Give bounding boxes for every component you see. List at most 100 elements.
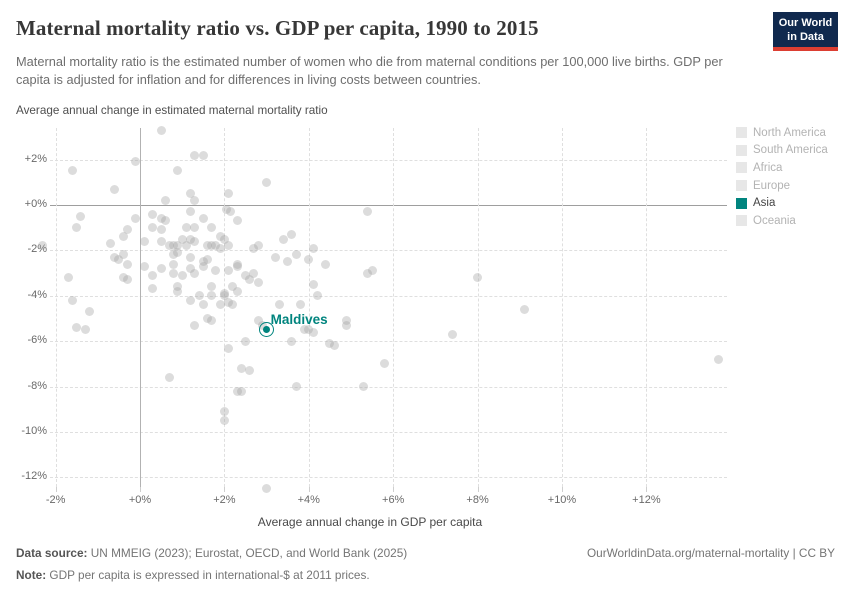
scatter-point[interactable] (232, 286, 242, 296)
scatter-point[interactable] (473, 273, 483, 283)
scatter-point[interactable] (190, 195, 200, 205)
scatter-point[interactable] (270, 252, 280, 262)
scatter-point[interactable] (291, 250, 301, 260)
scatter-point[interactable] (224, 241, 234, 251)
scatter-point[interactable] (190, 150, 200, 160)
scatter-point[interactable] (249, 268, 259, 278)
scatter-point[interactable] (148, 223, 158, 233)
legend-item-africa[interactable]: Africa (736, 159, 828, 177)
scatter-point[interactable] (186, 189, 196, 199)
scatter-point[interactable] (165, 241, 175, 251)
scatter-point[interactable] (207, 223, 217, 233)
scatter-point[interactable] (224, 343, 234, 353)
scatter-point[interactable] (325, 338, 335, 348)
scatter-point[interactable] (219, 234, 229, 244)
scatter-point[interactable] (300, 325, 310, 335)
scatter-point[interactable] (173, 248, 183, 258)
scatter-point[interactable] (249, 243, 259, 253)
scatter-point[interactable] (253, 316, 263, 326)
scatter-point[interactable] (304, 325, 314, 335)
scatter-point[interactable] (329, 341, 339, 351)
scatter-point[interactable] (118, 232, 128, 242)
scatter-point[interactable] (190, 268, 200, 278)
scatter-point[interactable] (186, 295, 196, 305)
scatter-point[interactable] (219, 416, 229, 426)
owid-logo[interactable]: Our World in Data (773, 12, 838, 51)
legend-item-asia[interactable]: Asia (736, 194, 828, 212)
scatter-point[interactable] (291, 382, 301, 392)
scatter-point[interactable] (245, 275, 255, 285)
scatter-point[interactable] (211, 241, 221, 251)
scatter-point[interactable] (72, 223, 82, 233)
scatter-point[interactable] (308, 243, 318, 253)
scatter-point[interactable] (215, 243, 225, 253)
scatter-point[interactable] (224, 298, 234, 308)
scatter-point[interactable] (207, 316, 217, 326)
scatter-point[interactable] (222, 205, 231, 215)
scatter-point[interactable] (173, 286, 183, 296)
scatter-point[interactable] (253, 241, 263, 251)
scatter-point[interactable] (156, 236, 166, 246)
legend-item-south-america[interactable]: South America (736, 142, 828, 160)
scatter-point[interactable] (519, 304, 529, 314)
scatter-point[interactable] (262, 177, 272, 187)
scatter-point[interactable] (198, 261, 208, 271)
scatter-point[interactable] (380, 359, 390, 369)
scatter-point[interactable] (232, 216, 242, 226)
scatter-point[interactable] (169, 241, 179, 251)
scatter-point[interactable] (304, 254, 314, 264)
scatter-point[interactable] (177, 234, 187, 244)
scatter-point[interactable] (156, 125, 166, 135)
scatter-point[interactable] (367, 266, 377, 276)
scatter-point[interactable] (232, 261, 242, 271)
scatter-point[interactable] (80, 325, 90, 335)
scatter-point[interactable] (186, 252, 196, 262)
scatter-point[interactable] (156, 264, 166, 274)
scatter-point[interactable] (321, 259, 331, 269)
scatter-point[interactable] (224, 266, 234, 276)
legend-item-oceania[interactable]: Oceania (736, 212, 828, 230)
scatter-point[interactable] (236, 363, 246, 373)
scatter-point[interactable] (181, 241, 191, 251)
scatter-point[interactable] (308, 279, 318, 289)
scatter-point[interactable] (173, 282, 183, 292)
scatter-point[interactable] (241, 270, 250, 280)
scatter-point[interactable] (241, 336, 250, 346)
scatter-point[interactable] (198, 150, 208, 160)
scatter-point[interactable] (274, 300, 284, 310)
scatter-point[interactable] (312, 291, 322, 301)
scatter-point[interactable] (198, 214, 208, 224)
scatter-point[interactable] (262, 484, 272, 494)
scatter-point[interactable] (207, 282, 217, 292)
scatter-point[interactable] (232, 259, 242, 269)
scatter-point[interactable] (160, 195, 170, 205)
scatter-point[interactable] (105, 239, 115, 249)
scatter-point[interactable] (219, 407, 229, 417)
scatter-point[interactable] (186, 264, 196, 274)
scatter-point[interactable] (110, 252, 120, 262)
scatter-point[interactable] (84, 307, 94, 317)
scatter-point[interactable] (363, 207, 373, 217)
scatter-point[interactable] (67, 295, 77, 305)
scatter-point[interactable] (76, 211, 86, 221)
scatter-point[interactable] (165, 373, 175, 383)
scatter-point[interactable] (156, 225, 166, 235)
scatter-point[interactable] (110, 184, 120, 194)
scatter-point[interactable] (169, 250, 179, 260)
scatter-point[interactable] (342, 316, 352, 326)
scatter-point[interactable] (194, 291, 204, 301)
scatter-point[interactable] (38, 241, 48, 251)
scatter-point[interactable] (131, 157, 141, 167)
scatter-point[interactable] (203, 241, 213, 251)
scatter-point[interactable] (236, 386, 246, 396)
legend-item-north-america[interactable]: North America (736, 124, 828, 142)
scatter-point[interactable] (169, 268, 179, 278)
scatter-point[interactable] (67, 166, 77, 176)
scatter-point[interactable] (186, 234, 196, 244)
scatter-point[interactable] (177, 270, 187, 280)
scatter-point[interactable] (198, 257, 208, 267)
footer-attribution-link[interactable]: OurWorldinData.org/maternal-mortality | … (586, 546, 835, 560)
scatter-point[interactable] (253, 277, 263, 287)
scatter-point[interactable] (122, 225, 132, 235)
scatter-point[interactable] (215, 300, 225, 310)
